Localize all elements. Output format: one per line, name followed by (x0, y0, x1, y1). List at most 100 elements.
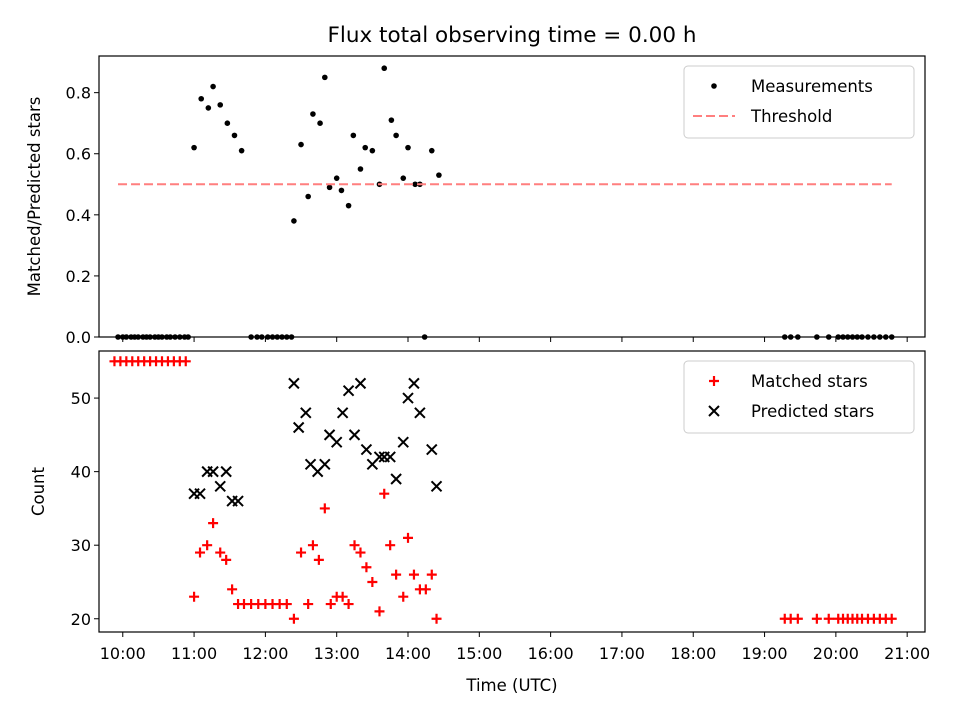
measurement-point (305, 193, 311, 200)
measurement-point (400, 175, 407, 181)
matched-star-marker (296, 547, 307, 558)
matched-star-marker (303, 599, 314, 610)
legend-marker (708, 405, 720, 417)
matched-star-marker (325, 599, 336, 610)
measurement-point (859, 334, 865, 340)
matched-star-marker (823, 613, 834, 624)
predicted-star-marker (373, 451, 386, 463)
measurement-point (393, 132, 399, 139)
measurement-point (369, 147, 376, 154)
legend-label: Measurements (751, 77, 873, 96)
matched-star-marker (307, 540, 318, 551)
y-tick-label: 0.6 (66, 145, 91, 164)
measurement-point (428, 147, 435, 154)
predicted-star-marker (288, 377, 300, 390)
matched-star-marker (319, 503, 330, 514)
count-y-axis-label: Count (29, 466, 48, 516)
y-tick-label: 20 (71, 610, 91, 629)
predicted-star-marker (220, 465, 232, 478)
predicted-star-marker (319, 458, 331, 470)
x-tick-label: 13:00 (314, 644, 360, 663)
legend-marker (709, 376, 719, 386)
matched-star-marker (420, 584, 431, 595)
measurement-point (405, 144, 411, 151)
measurement-point (254, 334, 260, 340)
x-tick-label: 17:00 (599, 644, 645, 663)
y-tick-label: 0.0 (66, 328, 91, 347)
predicted-star-marker (330, 436, 343, 448)
legend-label: Matched stars (751, 372, 868, 391)
matched-star-marker (379, 488, 390, 499)
matched-star-marker (426, 569, 437, 580)
y-tick-label: 0.8 (66, 84, 91, 103)
predicted-star-marker (300, 407, 312, 419)
measurement-point (844, 334, 851, 340)
legend: Matched stars Predicted stars (683, 360, 915, 434)
matched-star-marker (385, 540, 396, 551)
predicted-star-marker (426, 443, 438, 456)
x-tick-label: 15:00 (456, 644, 502, 663)
y-tick-label: 0.2 (66, 267, 91, 286)
predicted-star-marker (354, 377, 367, 390)
measurement-point (224, 120, 231, 126)
matched-star-marker (343, 599, 354, 610)
measurement-point (217, 102, 224, 108)
measurement-point (159, 334, 165, 340)
measurement-point (421, 334, 428, 340)
measurement-point (381, 65, 388, 72)
matched-star-marker (431, 613, 442, 624)
measurement-point (840, 334, 846, 340)
y-tick-label: 30 (71, 536, 91, 555)
matched-star-marker (227, 584, 238, 595)
measurement-point (781, 334, 788, 340)
measurement-point (264, 334, 271, 340)
matched-star-marker (403, 532, 414, 543)
predicted-star-marker (207, 465, 219, 478)
measurement-point (185, 334, 191, 340)
measurement-point (412, 181, 418, 188)
measurement-point (877, 334, 883, 340)
legend-frame (683, 65, 915, 139)
matched-star-marker (202, 540, 213, 551)
matched-star-marker (313, 554, 324, 565)
measurement-point (274, 334, 281, 340)
matched-star-marker (281, 599, 292, 610)
measurement-point (795, 334, 801, 340)
measurement-point (362, 144, 369, 151)
x-tick-label: 12:00 (242, 644, 288, 663)
matched-star-marker (886, 613, 897, 624)
matched-star-marker (189, 591, 200, 602)
measurement-point (787, 334, 794, 340)
y-tick-label: 40 (71, 463, 91, 482)
measurement-point (279, 334, 285, 340)
measurement-point (865, 334, 871, 340)
measurement-point (291, 218, 297, 224)
measurement-point (338, 187, 345, 194)
legend-frame (683, 360, 915, 434)
matched-star-marker (180, 356, 191, 367)
measurement-point (436, 172, 442, 178)
matched-star-marker (355, 547, 366, 558)
predicted-star-marker (336, 407, 349, 419)
measurement-point (849, 334, 856, 340)
predicted-star-marker (342, 385, 355, 397)
measurement-point (333, 175, 340, 181)
measurement-point (326, 184, 333, 191)
predicted-star-marker (384, 451, 396, 463)
measurement-point (172, 334, 178, 340)
predicted-star-marker (348, 429, 361, 441)
matched-star-marker (288, 613, 299, 624)
measurement-point (345, 202, 352, 209)
predicted-star-marker (232, 495, 244, 507)
legend-marker (711, 83, 717, 89)
matched-star-marker (361, 562, 372, 573)
ratio-panel: Matched/Predicted stars 0.0 0.2 0.4 0.6 0.8 M… (25, 55, 926, 347)
measurement-point (269, 334, 276, 340)
predicted-star-marker (402, 392, 414, 404)
count-panel: Count 20 30 40 50 10:00 11:00 12:00 13:00 14:00 1… (29, 350, 930, 663)
x-tick-label: 14:00 (385, 644, 431, 663)
predicted-star-marker (390, 473, 402, 485)
x-tick-label: 20:00 (813, 644, 859, 663)
measurement-point (882, 334, 889, 340)
